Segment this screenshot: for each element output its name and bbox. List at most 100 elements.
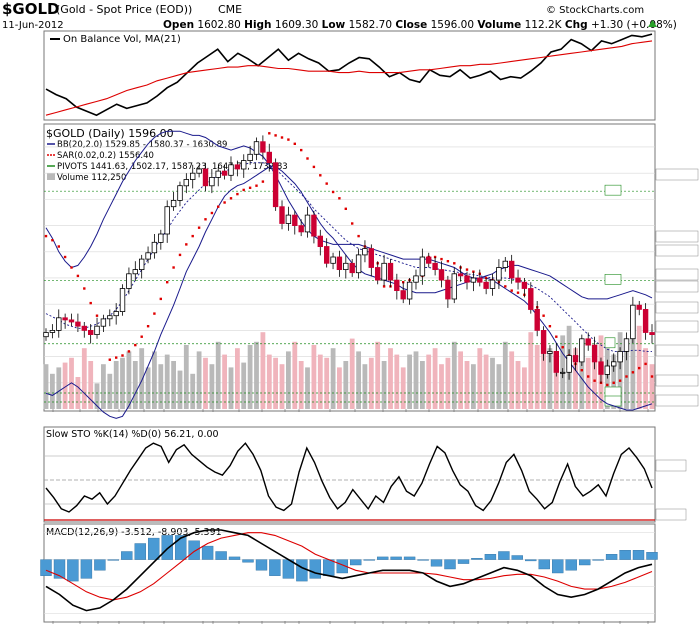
volume-bar	[451, 341, 457, 409]
sar-point	[268, 132, 271, 135]
sar-point	[166, 281, 169, 284]
candle-body	[413, 275, 419, 283]
sar-point	[293, 142, 296, 145]
candle-body	[489, 279, 496, 289]
sar-point	[140, 335, 143, 338]
macd-hist-bar	[605, 554, 618, 560]
candle-body	[311, 214, 317, 237]
axis-layer	[52, 168, 699, 624]
macd-hist-bar	[377, 556, 389, 560]
volume-bar	[541, 338, 546, 409]
sar-point	[625, 375, 628, 378]
sar-point	[89, 301, 92, 305]
macd-hist-bar	[444, 559, 456, 570]
sar-point	[465, 268, 469, 271]
sar-point	[638, 366, 641, 370]
volume-bar	[553, 354, 559, 409]
sar-point	[555, 335, 558, 338]
macd-hist-bar	[403, 556, 416, 560]
macd-hist-bar	[67, 559, 79, 582]
candle-body	[132, 269, 138, 275]
candle-body	[304, 214, 311, 233]
sar-point	[306, 157, 309, 160]
sar-point	[516, 291, 520, 294]
macd-hist-bar	[632, 550, 645, 560]
volume-legend-text: Volume 112,250	[57, 173, 126, 183]
macd-hist-bar	[565, 559, 577, 571]
volume-bar	[113, 361, 119, 409]
price-value-tag-box	[655, 374, 699, 387]
macd-hist-bar	[215, 551, 227, 560]
candle-body	[508, 260, 515, 279]
macd-line	[45, 529, 653, 612]
sar-point	[300, 148, 303, 152]
sar-point	[542, 314, 545, 317]
pivot-label-box	[604, 337, 616, 349]
candle-body	[566, 355, 572, 373]
macd-hist-bar	[336, 559, 348, 574]
sar-point	[331, 190, 335, 194]
volume-bar	[298, 361, 304, 409]
candle-body	[477, 277, 483, 283]
macd-hist-bar	[107, 559, 120, 561]
volume-bar	[62, 362, 68, 409]
volume-bar	[337, 367, 342, 409]
sar-point	[631, 371, 635, 374]
macd-hist-bar	[350, 559, 362, 566]
chg-label: Chg	[565, 19, 588, 31]
volume-bar	[432, 348, 438, 409]
sar-point	[63, 255, 67, 259]
candle-body	[623, 338, 630, 352]
price-title: $GOLD (Daily) 1596.00	[46, 127, 174, 140]
macd-hist-bar	[80, 559, 93, 579]
volume-bar	[330, 348, 336, 409]
candle-body	[534, 308, 540, 331]
candle-body	[228, 164, 234, 176]
sar-point	[650, 375, 654, 378]
brand-text: © StockCharts.com	[546, 5, 644, 16]
volume-bar	[413, 351, 419, 409]
sar-point	[51, 239, 54, 242]
pivot-label-box	[604, 274, 622, 285]
sar-point	[146, 325, 150, 328]
candle-body	[611, 361, 617, 367]
candle-body	[151, 241, 158, 254]
macd-hist-bar	[525, 559, 537, 562]
close-label: Close	[395, 19, 427, 31]
sar-point	[172, 266, 175, 269]
obv-line	[45, 33, 653, 117]
candle-body	[126, 273, 132, 289]
sto-k-line	[45, 442, 653, 513]
sar-point	[95, 314, 99, 317]
sar-point	[280, 136, 284, 139]
sar-point	[612, 381, 615, 384]
candle-body	[642, 308, 649, 333]
volume-bar	[630, 316, 636, 409]
candle-body	[387, 262, 394, 281]
volume-bar	[496, 364, 502, 409]
volume-bar	[56, 367, 62, 409]
candle-body	[457, 273, 464, 277]
volume-bar	[464, 361, 470, 409]
candle-body	[279, 206, 285, 224]
chart-header: $GOLD (Gold - Spot Price (EOD)) CME © St…	[2, 0, 677, 31]
sar-point	[287, 138, 290, 141]
candle-body	[394, 279, 400, 292]
candle-body	[56, 317, 62, 331]
macd-hist-bar	[188, 540, 200, 560]
sar-point	[351, 222, 354, 225]
macd-hist-bar	[121, 551, 133, 560]
sar-point	[121, 354, 124, 357]
candle-body	[336, 256, 343, 271]
macd-hist-bar	[471, 558, 483, 560]
volume-bar	[222, 354, 227, 409]
price-value-tag-box	[655, 344, 699, 357]
sar-point	[83, 287, 86, 290]
sar-point	[108, 358, 111, 361]
candle-body	[285, 214, 292, 224]
volume-bar	[81, 348, 87, 409]
volume-bar	[439, 364, 444, 409]
volume-bar	[573, 348, 578, 409]
macd-hist-bar	[147, 537, 160, 560]
sto-value-tag-box	[655, 459, 687, 472]
